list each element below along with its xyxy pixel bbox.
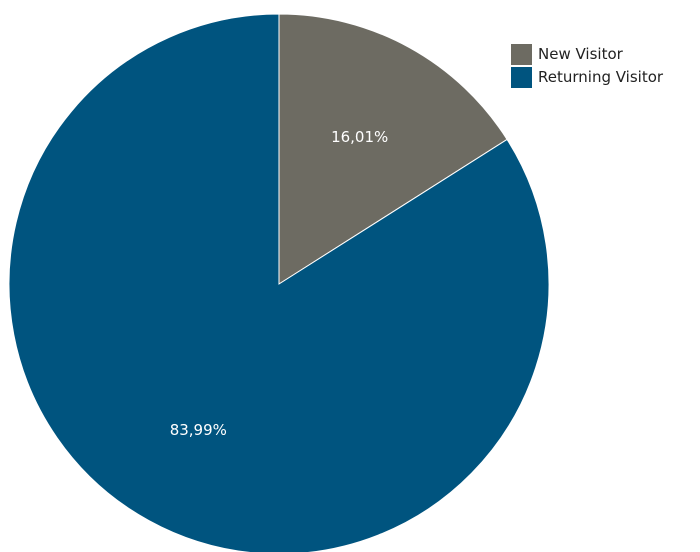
slice-label-new-visitor: 16,01%: [331, 128, 388, 146]
pie-slice-new-visitor[interactable]: [278, 13, 508, 285]
pie-slice-returning-visitor[interactable]: [8, 13, 550, 552]
legend-item-new-visitor[interactable]: New Visitor: [511, 43, 663, 65]
legend-label-new-visitor: New Visitor: [538, 45, 623, 63]
slice-labels: 16,01% 83,99%: [170, 128, 389, 439]
legend-swatch-new-visitor: [511, 43, 532, 65]
slice-label-returning-visitor: 83,99%: [170, 421, 227, 439]
legend: New Visitor Returning Visitor: [511, 43, 663, 89]
legend-swatch-returning-visitor: [511, 66, 532, 88]
legend-label-returning-visitor: Returning Visitor: [538, 68, 664, 86]
legend-item-returning-visitor[interactable]: Returning Visitor: [511, 66, 663, 88]
pie-slices: [8, 13, 550, 552]
